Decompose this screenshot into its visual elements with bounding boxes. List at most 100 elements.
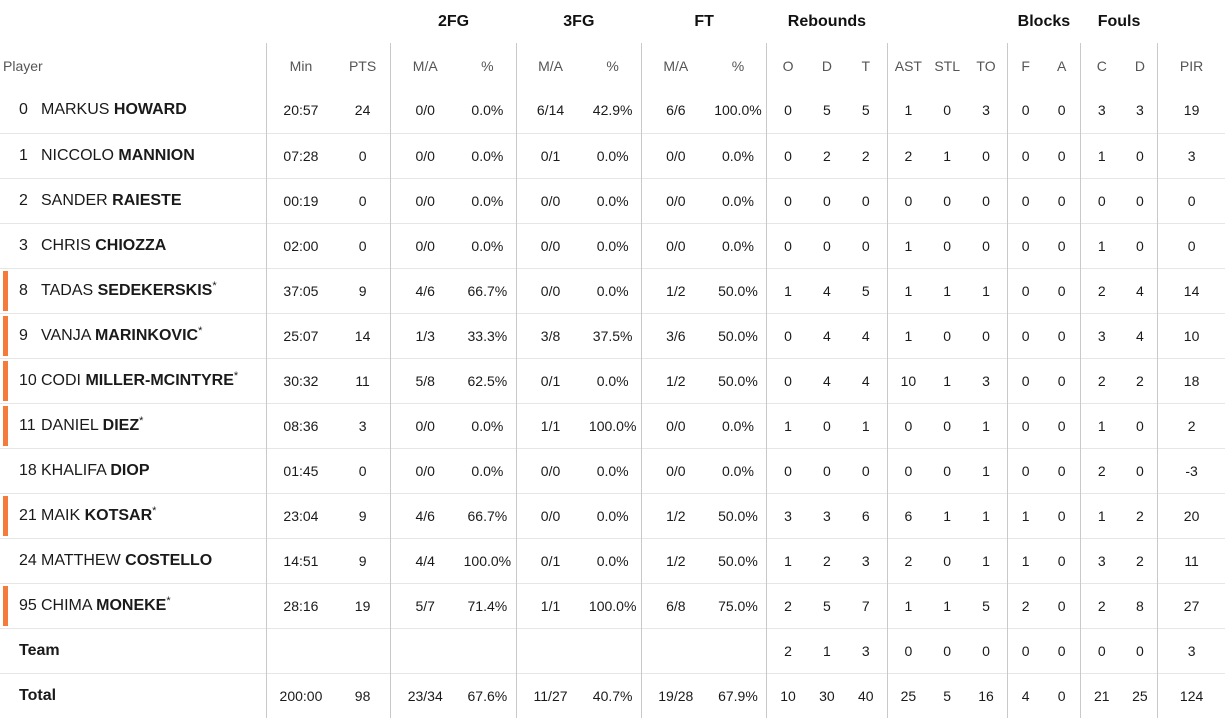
col-reb-t[interactable]: T — [861, 57, 871, 74]
stat-3fg-pct: 0.0% — [584, 447, 642, 493]
stat-fouls-d: 0 — [1122, 177, 1158, 223]
player-last-name[interactable]: RAIESTE — [112, 191, 182, 209]
col-ft-ma[interactable]: M/A — [640, 43, 710, 88]
stat-to: 0 — [965, 222, 1008, 268]
stat-pts: 9 — [334, 267, 391, 313]
player-last-name[interactable]: MONEKE — [96, 596, 167, 614]
stat-fouls-c: 1 — [1079, 132, 1123, 178]
player-last-name[interactable]: DIEZ — [102, 416, 140, 434]
stat-2fg-pct: 100.0% — [459, 537, 517, 583]
col-pir[interactable]: PIR — [1157, 43, 1225, 88]
player-last-name[interactable]: SEDEKERSKIS — [97, 281, 213, 299]
stat-2fg-pct: 0.0% — [459, 222, 517, 268]
player-last-name[interactable]: MARINKOVIC — [94, 326, 199, 344]
stat-to: 5 — [965, 582, 1008, 628]
stat-blk-f: 0 — [1006, 88, 1044, 133]
col-3fg-pct[interactable]: % — [606, 57, 619, 74]
player-row[interactable]: 8 TADAS SEDEKERSKIS* 37:05 9 4/6 66.7% 0/0 0.0%… — [0, 267, 1225, 313]
col-min[interactable]: Min — [266, 43, 335, 88]
player-row[interactable]: 10 CODI MILLER-MCINTYRE* 30:32 11 5/8 62.5% 0/… — [0, 357, 1225, 403]
stat-blk-f: 0 — [1006, 357, 1044, 403]
player-row[interactable]: 11 DANIEL DIEZ* 08:36 3 0/0 0.0% 1/1 100.0% 0/0 0… — [0, 402, 1225, 448]
player-first-name: MATTHEW — [41, 551, 121, 569]
total-blk-a: 0 — [1043, 672, 1081, 718]
total-row: Total 200:00 98 23/34 67.6% 11/27 40.7% … — [0, 672, 1225, 718]
player-cell[interactable]: 21 MAIK KOTSAR* — [0, 492, 267, 538]
player-cell[interactable]: 11 DANIEL DIEZ* — [0, 402, 267, 448]
col-ft-pct[interactable]: % — [731, 57, 745, 74]
player-last-name[interactable]: MILLER-MCINTYRE — [85, 371, 234, 389]
starter-marker: * — [139, 414, 144, 427]
player-number: 2 — [19, 191, 28, 209]
starter-indicator — [3, 495, 8, 536]
player-row[interactable]: 95 CHIMA MONEKE* 28:16 19 5/7 71.4% 1/1 100.0% 6… — [0, 582, 1225, 628]
col-fouls-d[interactable]: D — [1134, 57, 1145, 74]
col-2fg-pct[interactable]: % — [481, 57, 494, 74]
player-last-name[interactable]: MANNION — [118, 146, 195, 164]
stat-pir: -3 — [1157, 447, 1225, 493]
col-ast[interactable]: AST — [886, 43, 930, 88]
stat-reb-d: 2 — [808, 132, 845, 178]
group-ft: FT — [694, 12, 714, 30]
player-last-name[interactable]: HOWARD — [113, 101, 187, 119]
player-first-name: CHRIS — [41, 236, 91, 254]
stat-ft-ma: 1/2 — [640, 357, 710, 403]
player-first-name: VANJA — [41, 326, 91, 344]
player-last-name[interactable]: KOTSAR — [84, 506, 153, 524]
col-blk-a[interactable]: A — [1057, 57, 1067, 74]
stat-blk-a: 0 — [1057, 102, 1066, 119]
col-fouls-c[interactable]: C — [1079, 43, 1123, 88]
player-row[interactable]: 9 VANJA MARINKOVIC* 25:07 14 1/3 33.3% 3/8 37.5… — [0, 312, 1225, 358]
stat-3fg-ma: 0/1 — [515, 537, 585, 583]
player-last-name[interactable]: CHIOZZA — [95, 236, 167, 254]
stat-2fg-pct: 0.0% — [459, 132, 517, 178]
player-cell[interactable]: 95 CHIMA MONEKE* — [0, 582, 267, 628]
player-last-name[interactable]: COSTELLO — [125, 551, 213, 569]
col-reb-o[interactable]: O — [766, 43, 809, 88]
player-number: 8 — [19, 281, 28, 299]
stat-3fg-pct: 0.0% — [584, 222, 642, 268]
stat-pts: 0 — [334, 222, 391, 268]
player-last-name[interactable]: DIOP — [110, 461, 150, 479]
total-label-cell: Total — [0, 672, 267, 718]
stat-fouls-c: 1 — [1079, 402, 1123, 448]
stat-pts: 0 — [334, 132, 391, 178]
stat-blk-a: 0 — [1043, 537, 1081, 583]
player-cell[interactable]: 8 TADAS SEDEKERSKIS* — [0, 267, 267, 313]
col-stl[interactable]: STL — [934, 57, 961, 74]
stat-pir: 0 — [1157, 222, 1225, 268]
col-pts[interactable]: PTS — [348, 57, 377, 74]
player-cell[interactable]: 9 VANJA MARINKOVIC* — [0, 312, 267, 358]
stat-3fg-pct: 0.0% — [584, 357, 642, 403]
stat-fouls-c: 3 — [1079, 88, 1123, 133]
stat-reb-o: 0 — [766, 357, 809, 403]
stat-2fg-pct: 0.0% — [459, 402, 517, 448]
player-number: 9 — [19, 326, 28, 344]
col-2fg-ma[interactable]: M/A — [390, 43, 460, 88]
stat-pir: 11 — [1157, 537, 1225, 583]
stat-3fg-ma: 0/0 — [515, 177, 585, 223]
player-cell[interactable]: 10 CODI MILLER-MCINTYRE* — [0, 357, 267, 403]
col-to[interactable]: TO — [976, 57, 996, 74]
player-first-name: TADAS — [41, 281, 94, 299]
starter-marker: * — [198, 324, 203, 337]
player-row[interactable]: 21 MAIK KOTSAR* 23:04 9 4/6 66.7% 0/0 0.0% 1/2 50… — [0, 492, 1225, 538]
col-reb-d[interactable]: D — [821, 57, 832, 74]
col-blk-f[interactable]: F — [1006, 43, 1044, 88]
col-player[interactable]: Player — [3, 57, 43, 74]
col-3fg-ma[interactable]: M/A — [515, 43, 585, 88]
stat-to: 1 — [965, 402, 1008, 448]
